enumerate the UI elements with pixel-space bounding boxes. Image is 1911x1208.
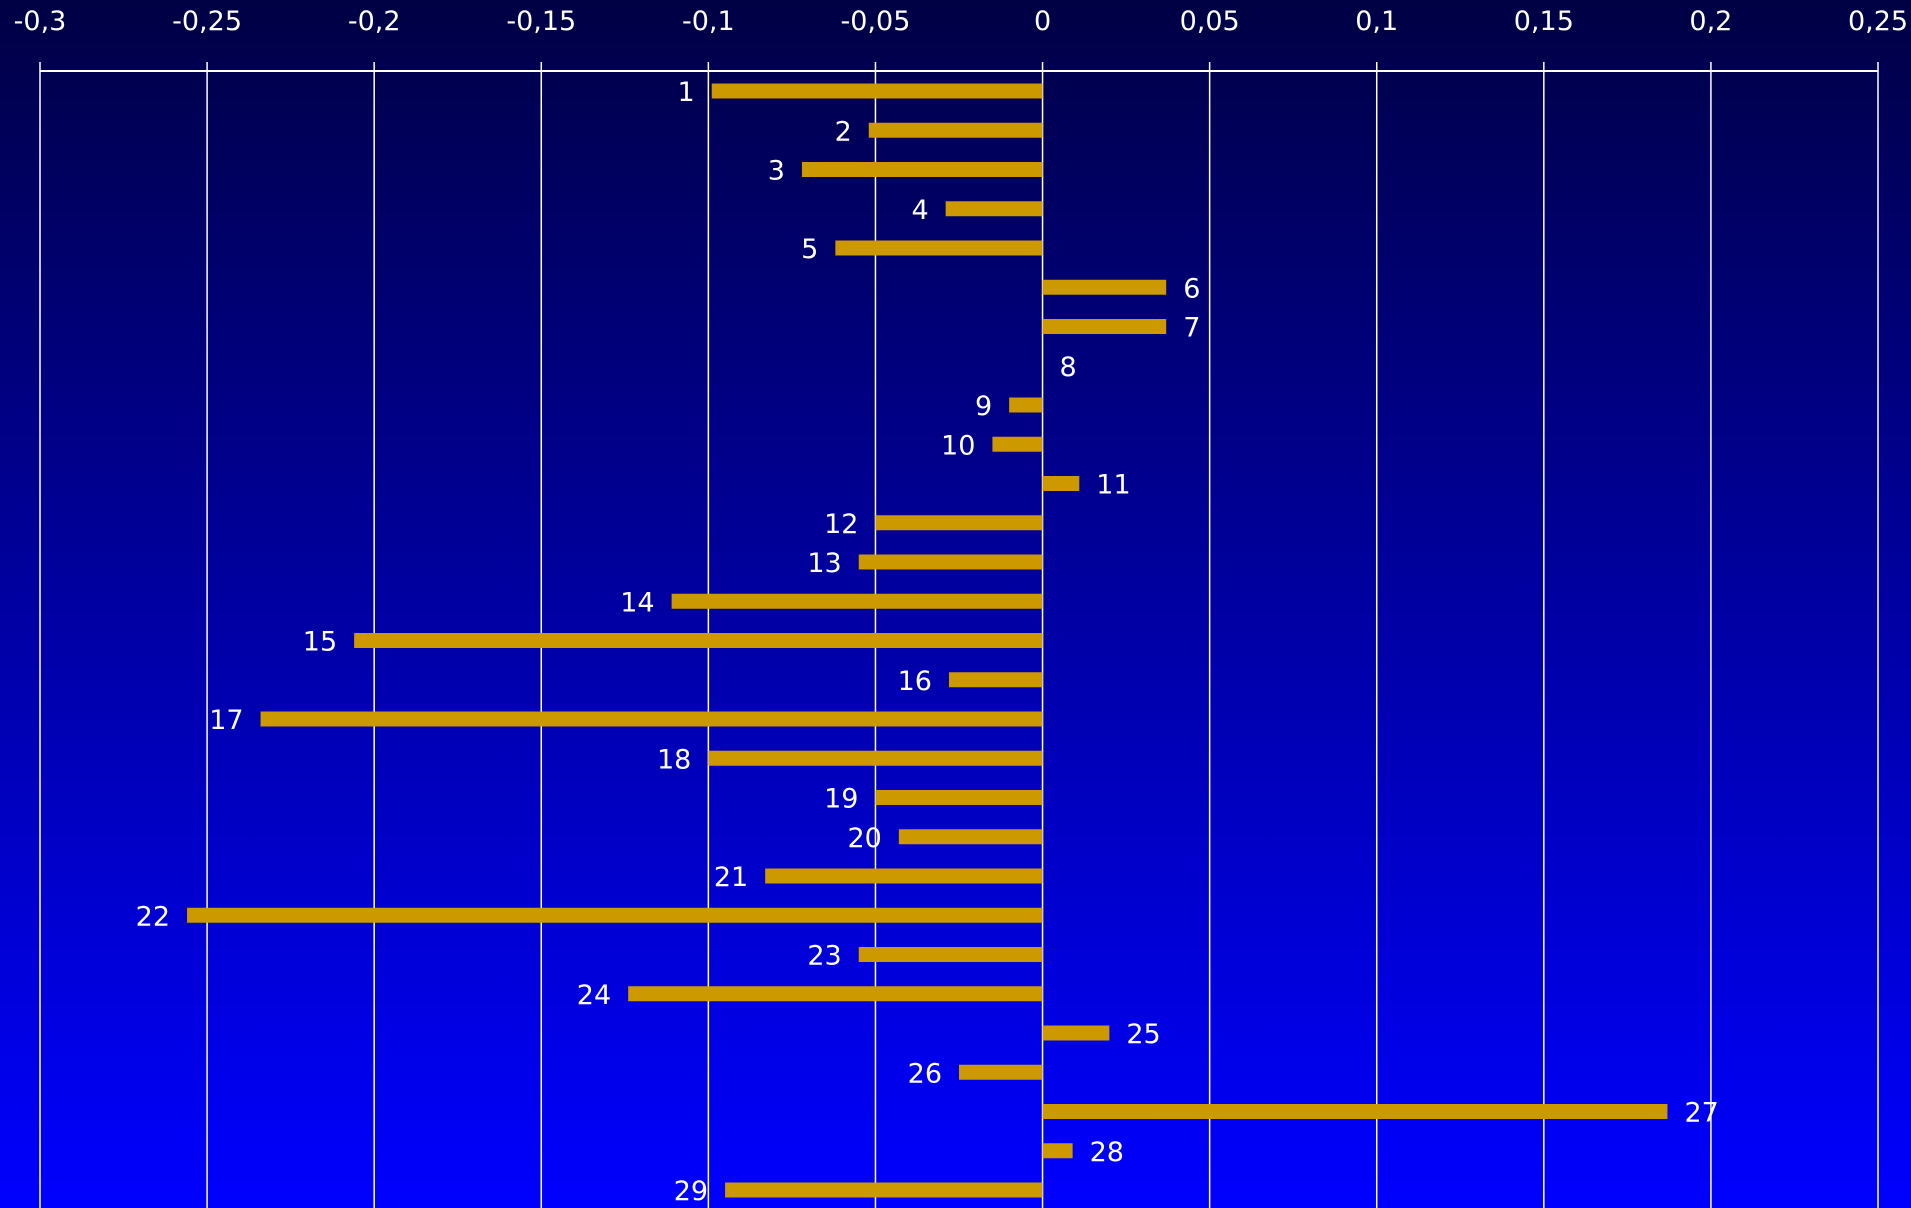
bar-label: 18 [657, 744, 691, 775]
bar-label: 16 [898, 666, 932, 697]
bar [858, 947, 1043, 962]
bar [858, 554, 1043, 570]
bar [354, 633, 1043, 648]
x-tick-label: -0,05 [841, 6, 911, 37]
bar [835, 240, 1043, 256]
bar-label: 8 [1060, 352, 1077, 383]
bar-label: 29 [674, 1176, 708, 1207]
bar-label: 28 [1090, 1137, 1124, 1168]
bar [187, 907, 1043, 923]
bar-label: 9 [975, 391, 992, 422]
bar-label: 2 [835, 116, 852, 147]
x-axis-ticks: -0,3 -0,25 -0,2 -0,15 -0,1 -0,05 0 0,05 0,1 0,15 0… [14, 6, 1908, 37]
bar [1042, 1025, 1110, 1041]
bar-label: 10 [941, 430, 975, 461]
x-tick-label: 0,25 [1848, 6, 1908, 37]
x-tick-label: 0,15 [1514, 6, 1574, 37]
bar [765, 868, 1043, 884]
bar [671, 593, 1043, 609]
x-tick-label: -0,2 [348, 6, 401, 37]
bar [1009, 397, 1043, 413]
bar-label: 14 [620, 587, 654, 618]
bar [875, 790, 1043, 805]
bar-label: 1 [678, 77, 695, 108]
bar [1042, 476, 1080, 491]
bar [1042, 279, 1167, 295]
x-tick-label: 0,1 [1355, 6, 1398, 37]
bars [187, 83, 1668, 1198]
x-tick-label: 0,2 [1689, 6, 1732, 37]
bar [1042, 1143, 1073, 1159]
bar [628, 986, 1043, 1002]
bar-label: 4 [911, 195, 928, 226]
bar-label: 23 [807, 941, 841, 972]
bar-label: 21 [714, 862, 748, 893]
bar-label: 17 [209, 705, 243, 736]
bar-label: 15 [303, 627, 337, 658]
bar [948, 672, 1043, 688]
bar-label: 26 [908, 1058, 942, 1089]
x-tick-label: -0,25 [172, 6, 242, 37]
bar-label: 5 [801, 234, 818, 265]
bar-labels: 1234567891011121314151617181920212223242… [136, 77, 1719, 1207]
bar [260, 711, 1043, 727]
bar [1042, 1104, 1668, 1119]
bar [945, 201, 1043, 217]
x-tick-label: -0,15 [506, 6, 576, 37]
bar [801, 162, 1043, 177]
bar-label: 27 [1684, 1098, 1718, 1129]
bar-label: 19 [824, 784, 858, 815]
bar-label: 25 [1126, 1019, 1160, 1050]
bar [711, 83, 1043, 99]
bar-label: 7 [1183, 313, 1200, 344]
bar [1042, 319, 1167, 334]
bar-label: 22 [136, 901, 170, 932]
x-tick-label: -0,3 [14, 6, 67, 37]
bar [992, 436, 1043, 452]
bar [875, 515, 1043, 531]
bar [725, 1182, 1043, 1198]
x-tick-label: -0,1 [682, 6, 735, 37]
bar-label: 20 [847, 823, 881, 854]
bar-label: 12 [824, 509, 858, 540]
bar-label: 3 [768, 156, 785, 187]
x-tick-label: 0 [1034, 6, 1051, 37]
bar-label: 6 [1183, 273, 1200, 304]
bar [708, 750, 1043, 766]
x-tick-label: 0,05 [1180, 6, 1240, 37]
bar [868, 122, 1043, 138]
bar [959, 1064, 1043, 1080]
bar-label: 13 [807, 548, 841, 579]
bar [898, 829, 1043, 845]
bar-label: 11 [1096, 470, 1130, 501]
bar-label: 24 [577, 980, 611, 1011]
